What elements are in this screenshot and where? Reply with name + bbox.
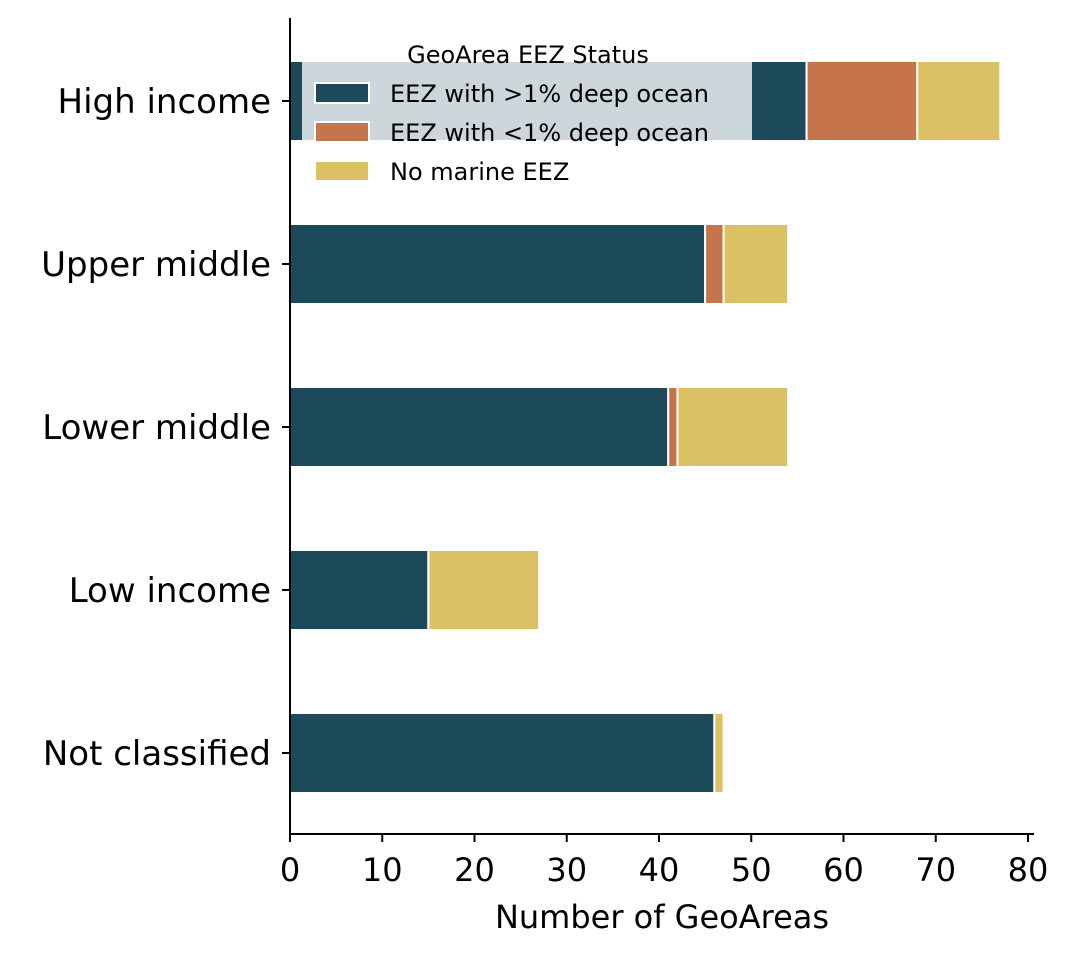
y-tick-label: Upper middle	[41, 245, 271, 285]
legend-swatch	[314, 160, 370, 182]
legend-items: EEZ with >1% deep ocean EEZ with <1% deep…	[314, 80, 709, 186]
legend-frame	[302, 38, 752, 190]
x-tick-label: 60	[823, 851, 864, 889]
x-tick-label: 0	[280, 851, 300, 889]
bar-segment	[289, 549, 430, 631]
bar-segment	[289, 386, 670, 468]
bar-segment	[667, 386, 679, 468]
bar-segment	[289, 712, 716, 794]
bar-segment	[722, 223, 790, 305]
y-tick-label: Not classified	[43, 734, 271, 774]
bar-segment	[289, 223, 707, 305]
x-tick-label: 80	[1008, 851, 1049, 889]
y-tick-label: Low income	[69, 571, 271, 611]
x-tick-label: 20	[454, 851, 495, 889]
legend-label: No marine EEZ	[390, 158, 569, 186]
legend-swatch	[314, 82, 370, 104]
y-tick-label: High income	[58, 82, 271, 122]
x-tick-label: 70	[915, 851, 956, 889]
legend-label: EEZ with >1% deep ocean	[390, 80, 709, 108]
x-tick-label: 10	[362, 851, 403, 889]
y-ticks: High income Upper middle Lower middle Low i…	[41, 82, 290, 774]
x-axis-title: Number of GeoAreas	[495, 898, 829, 936]
legend: GeoArea EEZ Status EEZ with >1% deep oce…	[302, 38, 752, 190]
legend-title: GeoArea EEZ Status	[407, 41, 649, 69]
bar-segment	[704, 223, 725, 305]
bar-segment	[805, 60, 919, 142]
bar-segment	[427, 549, 541, 631]
x-tick-label: 50	[731, 851, 772, 889]
x-ticks: 0 10 20 30 40 50 60 70 80	[280, 834, 1049, 889]
bar-segment	[676, 386, 790, 468]
y-tick-label: Lower middle	[42, 408, 271, 448]
legend-label: EEZ with <1% deep ocean	[390, 119, 709, 147]
legend-swatch	[314, 121, 370, 143]
bar-segment	[713, 712, 725, 794]
bar-segment	[916, 60, 1002, 142]
x-tick-label: 40	[639, 851, 680, 889]
x-tick-label: 30	[546, 851, 587, 889]
